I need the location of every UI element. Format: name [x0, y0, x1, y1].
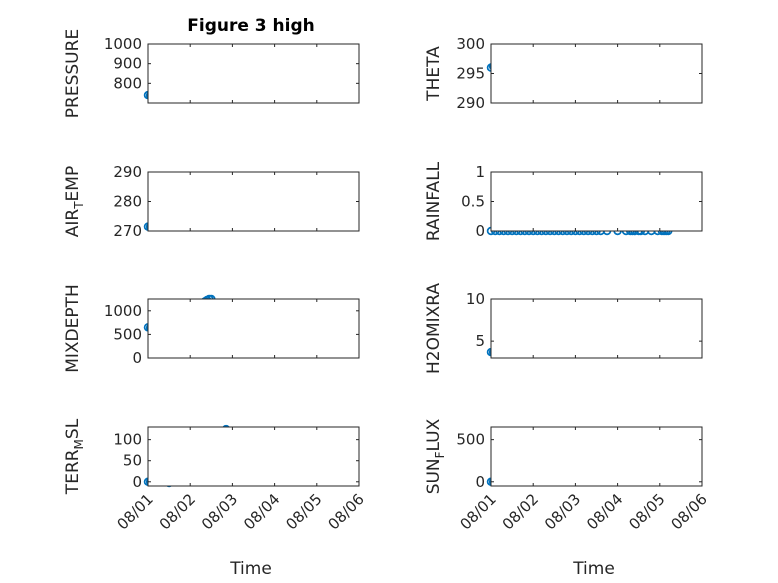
y-tick-label: 0	[132, 473, 142, 491]
y-tick-label: 1000	[104, 302, 142, 320]
x-axis-label-left: Time	[229, 559, 272, 579]
y-tick-label: 100	[113, 431, 142, 449]
axes-frame	[147, 43, 360, 104]
y-tick-label: 270	[113, 222, 142, 240]
subplot-theta: 290 295 300 THETA	[424, 35, 703, 112]
y-tick-label: 1	[475, 163, 485, 181]
axes-frame	[490, 426, 703, 487]
y-axis-label: PRESSURE	[63, 29, 83, 118]
y-tick-label: 10	[466, 290, 485, 308]
y-tick-label: 290	[113, 163, 142, 181]
subplot-rainfall: 0 0.5 1 RAINFALL	[424, 161, 703, 241]
y-axis-label: AIRTEMP	[63, 166, 86, 237]
y-tick-label: 900	[113, 55, 142, 73]
y-axis-label: THETA	[424, 46, 444, 102]
y-axis-label: H2OMIXRA	[424, 283, 444, 374]
axes-frame	[147, 171, 360, 232]
y-tick-label: 290	[456, 94, 485, 112]
y-tick-label: 500	[456, 431, 485, 449]
y-tick-label: 300	[456, 35, 485, 53]
y-tick-label: 0	[132, 349, 142, 367]
y-axis-label: TERRMSL	[63, 418, 86, 495]
y-tick-label: 1000	[104, 35, 142, 53]
subplot-h2omixra: 5 10 H2OMIXRA	[424, 283, 703, 374]
y-tick-label: 295	[456, 65, 485, 83]
y-tick-label: 500	[113, 325, 142, 343]
y-tick-label: 0	[475, 473, 485, 491]
y-tick-label: 280	[113, 193, 142, 211]
y-tick-label: 800	[113, 74, 142, 92]
y-tick-label: 0.5	[461, 193, 485, 211]
figure-title: Figure 3 high	[187, 16, 315, 36]
y-axis-label: MIXDEPTH	[63, 284, 83, 373]
y-tick-label: 50	[123, 452, 142, 470]
y-tick-label: 0	[475, 222, 485, 240]
subplot-air-temp: 270 280 290 AIRTEMP	[63, 163, 360, 240]
y-axis-label: SUNFLUX	[424, 418, 447, 494]
axes-frame	[147, 298, 360, 359]
axes-frame	[147, 426, 360, 487]
axes-frame	[490, 171, 703, 232]
axes-frame	[490, 298, 703, 359]
axes-frame	[490, 43, 703, 104]
y-tick-label: 5	[475, 332, 485, 350]
x-axis-label-right: Time	[572, 559, 615, 579]
y-axis-label: RAINFALL	[424, 161, 444, 241]
subplot-mixdepth: 0 500 1000 MIXDEPTH	[63, 284, 360, 373]
